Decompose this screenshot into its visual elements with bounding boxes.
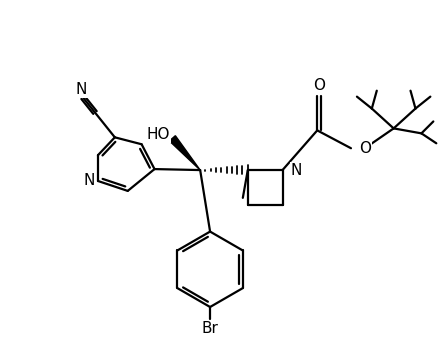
Text: N: N xyxy=(291,163,302,178)
Text: O: O xyxy=(359,141,371,156)
Text: O: O xyxy=(313,78,325,93)
Text: HO: HO xyxy=(147,127,170,142)
Text: N: N xyxy=(84,174,95,188)
Polygon shape xyxy=(169,136,200,170)
Text: Br: Br xyxy=(202,321,219,336)
Text: N: N xyxy=(75,82,87,97)
